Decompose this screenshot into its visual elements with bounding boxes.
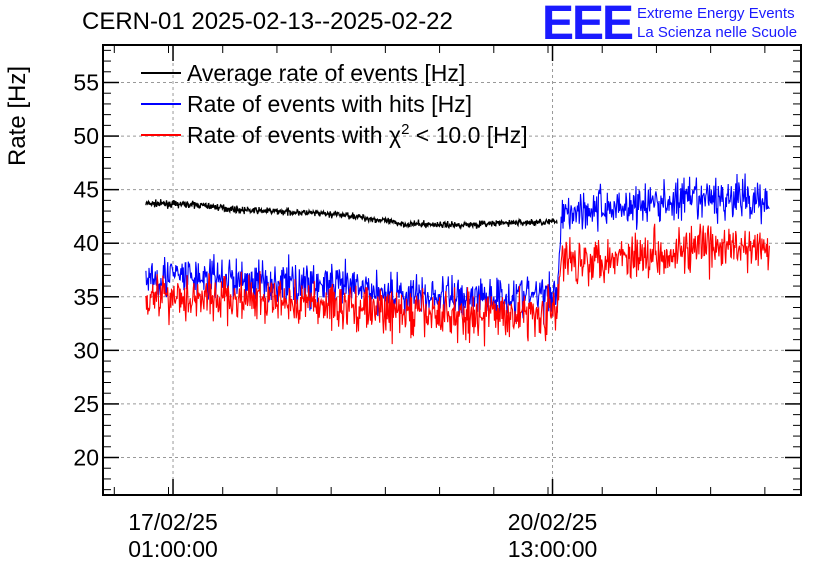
legend-label-2: Rate of events with hits [Hz] [187, 91, 472, 117]
legend-label-3: Rate of events with χ2 < 10.0 [Hz] [187, 121, 528, 148]
x-tick-label-time: 01:00:00 [128, 536, 218, 562]
legend-label-1: Average rate of events [Hz] [187, 60, 465, 86]
legend-label-tail: < 10.0 [Hz] [409, 122, 527, 148]
y-tick-label: 40 [73, 230, 99, 256]
legend: Average rate of events [Hz] Rate of event… [141, 60, 528, 148]
series-group [145, 173, 770, 347]
series-line-3 [145, 223, 770, 347]
y-tick-label: 55 [73, 70, 99, 96]
organization-name: Extreme Energy Events La Scienza nelle S… [637, 4, 797, 42]
y-tick-label: 45 [73, 177, 99, 203]
grid [103, 45, 801, 495]
x-tick-label-date: 20/02/25 [508, 509, 598, 535]
y-tick-label: 50 [73, 123, 99, 149]
series-line-1 [145, 199, 558, 231]
y-tick-label: 35 [73, 284, 99, 310]
series-line-2 [145, 173, 770, 325]
x-tick-label-time: 13:00:00 [508, 536, 598, 562]
org-line-1: Extreme Energy Events [637, 5, 795, 22]
legend-superscript: 2 [401, 121, 409, 138]
plot-frame [102, 44, 802, 496]
org-line-2: La Scienza nelle Scuole [637, 24, 798, 41]
y-tick-label: 30 [73, 337, 99, 363]
y-tick-label: 25 [73, 391, 99, 417]
eee-logo: EEE [542, 0, 634, 50]
x-tick-label-date: 17/02/25 [128, 509, 218, 535]
y-tick-label: 20 [73, 445, 99, 471]
chart-title: CERN-01 2025-02-13--2025-02-22 [82, 8, 453, 35]
